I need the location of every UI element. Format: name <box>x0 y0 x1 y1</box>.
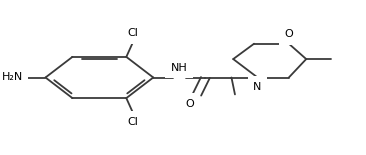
Text: N: N <box>253 82 262 92</box>
Text: H₂N: H₂N <box>2 73 23 82</box>
Text: Cl: Cl <box>128 117 139 127</box>
Text: O: O <box>284 29 293 40</box>
Text: O: O <box>186 99 194 109</box>
Text: NH: NH <box>171 62 188 73</box>
Text: Cl: Cl <box>128 28 139 38</box>
